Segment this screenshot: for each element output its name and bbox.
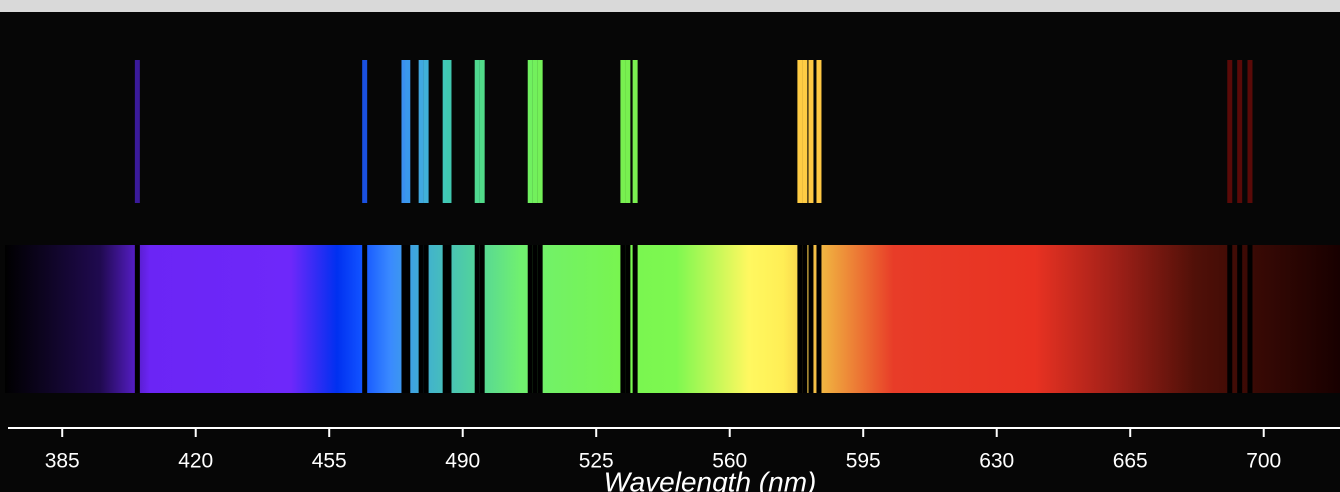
- absorption-line: [423, 245, 429, 393]
- emission-line: [134, 60, 140, 203]
- absorption-line: [532, 245, 538, 393]
- emission-line: [527, 60, 533, 203]
- absorption-line: [797, 245, 803, 393]
- emission-line: [362, 60, 368, 203]
- x-tick-label: 525: [579, 450, 614, 473]
- absorption-line: [1247, 245, 1253, 393]
- emission-line: [405, 60, 411, 203]
- absorption-line: [537, 245, 543, 393]
- x-tick-label: 700: [1246, 450, 1281, 473]
- absorption-line: [362, 245, 368, 393]
- emission-line: [532, 60, 538, 203]
- x-tick-label: 560: [712, 450, 747, 473]
- absorption-line: [446, 245, 452, 393]
- absorption-line: [632, 245, 638, 393]
- absorption-line: [816, 245, 822, 393]
- emission-line: [442, 60, 448, 203]
- absorption-line: [527, 245, 533, 393]
- x-tick-label: 490: [445, 450, 480, 473]
- absorption-line: [479, 245, 485, 393]
- emission-line: [423, 60, 429, 203]
- emission-line: [797, 60, 803, 203]
- absorption-line: [134, 245, 140, 393]
- emission-line: [802, 60, 808, 203]
- emission-line: [620, 60, 626, 203]
- x-tick-label: 385: [45, 450, 80, 473]
- absorption-line: [442, 245, 448, 393]
- absorption-line: [808, 245, 814, 393]
- absorption-line: [1227, 245, 1233, 393]
- emission-line: [401, 60, 407, 203]
- absorption-line: [401, 245, 407, 393]
- x-tick-label: 630: [979, 450, 1014, 473]
- emission-line: [418, 60, 424, 203]
- emission-line: [808, 60, 814, 203]
- top-bar: [0, 0, 1340, 12]
- absorption-line: [802, 245, 808, 393]
- absorption-line: [620, 245, 626, 393]
- absorption-line: [625, 245, 631, 393]
- x-tick-label: 595: [846, 450, 881, 473]
- x-tick-label: 420: [178, 450, 213, 473]
- absorption-line: [405, 245, 411, 393]
- x-tick-label: 665: [1113, 450, 1148, 473]
- emission-line: [632, 60, 638, 203]
- emission-line: [446, 60, 452, 203]
- x-axis-title: Wavelength (nm): [604, 466, 817, 492]
- emission-line: [1227, 60, 1233, 203]
- emission-line: [474, 60, 480, 203]
- emission-line: [1247, 60, 1253, 203]
- emission-line: [537, 60, 543, 203]
- emission-line: [625, 60, 631, 203]
- absorption-line: [418, 245, 424, 393]
- emission-line: [1237, 60, 1243, 203]
- emission-line: [479, 60, 485, 203]
- continuous-spectrum: [5, 245, 1340, 393]
- x-tick-label: 455: [312, 450, 347, 473]
- emission-line: [816, 60, 822, 203]
- absorption-line: [474, 245, 480, 393]
- absorption-line: [1237, 245, 1243, 393]
